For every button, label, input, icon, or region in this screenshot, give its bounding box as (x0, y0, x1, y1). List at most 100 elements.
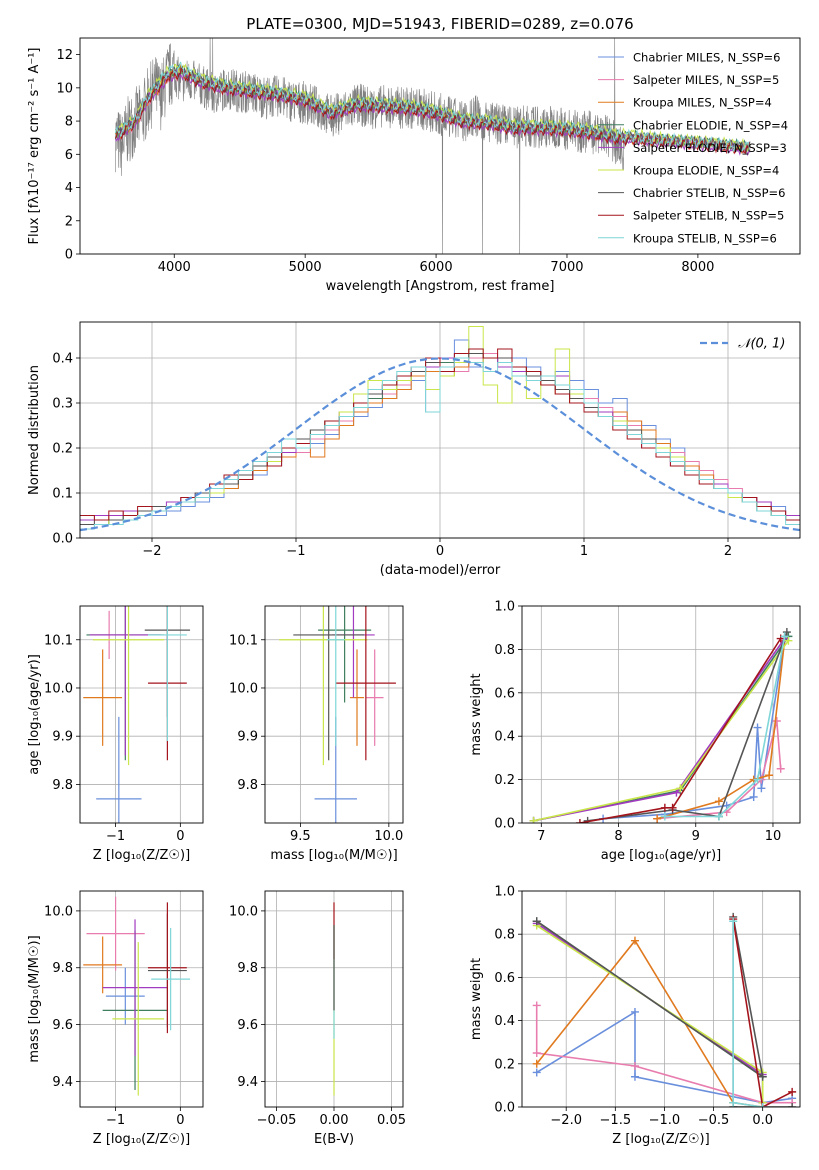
x-axis-label: wavelength [Angstrom, rest frame] (326, 279, 555, 294)
x-tick-label: 0 (436, 544, 444, 559)
plot-area (114, 38, 751, 254)
y-tick-label: 10.1 (229, 633, 258, 648)
chart-weight-vs-Z: −2.0 −1.5 −1.0 −0.5 0.0 0.0 0.2 0.4 0.6 0.8 1.0 Z [… (469, 885, 801, 1147)
mass-weight-marker (729, 1098, 738, 1107)
figure-title: PLATE=0300, MJD=51943, FIBERID=0289, z=0… (246, 15, 633, 33)
mass-weight-line (664, 636, 786, 818)
x-tick-label: 1 (580, 544, 588, 559)
y-tick-label: 6 (65, 148, 73, 163)
mass-weight-line (732, 918, 793, 1107)
x-tick-label: 0.05 (377, 1113, 406, 1128)
y-tick-label: 4 (65, 181, 73, 196)
y-tick-label: 10.0 (44, 904, 73, 919)
y-tick-label: 12 (56, 48, 73, 63)
legend-label: Salpeter ELODIE, N_SSP=3 (633, 141, 787, 155)
mass-weight-marker (776, 764, 785, 773)
mass-weight-marker (630, 1061, 639, 1070)
mass-weight-marker (653, 814, 662, 823)
y-tick-label: 9.8 (52, 961, 73, 976)
y-tick-label: 0.1 (52, 487, 73, 502)
x-tick-label: 9 (692, 829, 700, 844)
plot-area (279, 606, 396, 823)
y-tick-label: 10.0 (229, 904, 258, 919)
y-tick-label: 2 (65, 214, 73, 229)
mass-weight-marker (772, 717, 781, 726)
model-spectrum-line (114, 61, 751, 153)
y-axis-label: age [log₁₀(age/yr)] (27, 654, 42, 775)
plot-area (80, 326, 800, 532)
mass-weight-marker (532, 1049, 541, 1057)
mass-weight-marker (784, 636, 793, 645)
x-tick-label: 9.5 (290, 829, 311, 844)
y-tick-label: 0.4 (494, 1014, 515, 1029)
mass-weight-marker (788, 1087, 797, 1096)
y-tick-label: 9.6 (52, 1018, 73, 1033)
y-tick-label: 9.8 (237, 961, 258, 976)
y-tick-label: 9.4 (52, 1075, 73, 1090)
x-tick-label: 6000 (420, 260, 453, 275)
mass-weight-marker (788, 1103, 797, 1107)
x-tick-label: −1 (106, 829, 125, 844)
y-tick-label: 9.9 (52, 730, 73, 745)
y-tick-label: 0.4 (52, 352, 73, 367)
plot-area (83, 606, 191, 823)
x-axis-label: E(B-V) (314, 1132, 354, 1147)
x-axis-label: Z [log₁₀(Z/Z☉)] (93, 1132, 190, 1147)
x-tick-label: 0.0 (752, 1113, 773, 1128)
y-tick-label: 9.4 (237, 1075, 258, 1090)
y-tick-label: 9.6 (237, 1018, 258, 1033)
chart-residuals: −2 −1 0 1 2 0.0 0.1 0.2 0.3 0.4 (data-model)/error… (27, 321, 801, 578)
legend-label: Kroupa STELIB, N_SSP=6 (633, 231, 777, 245)
x-tick-label: −1 (106, 1113, 125, 1128)
mass-weight-marker (753, 775, 762, 784)
y-tick-label: 0 (65, 248, 73, 263)
x-tick-label: −1.0 (649, 1113, 681, 1128)
y-tick-label: 1.0 (494, 885, 515, 900)
y-tick-label: 0.8 (494, 928, 515, 943)
x-tick-label: 4000 (158, 260, 191, 275)
y-tick-label: 0.0 (494, 817, 515, 832)
plot-area (83, 896, 191, 1096)
legend-label: Chabrier STELIB, N_SSP=6 (633, 186, 785, 200)
chart-age-vs-mass: 9.5 10.0 9.8 9.9 10.0 10.1 mass [log₁₀(M/M☉)] (229, 605, 404, 863)
x-tick-label: 7 (537, 829, 545, 844)
x-tick-label: −0.5 (698, 1113, 730, 1128)
y-tick-label: 9.8 (237, 778, 258, 793)
mass-weight-marker (714, 797, 723, 806)
x-tick-label: 5000 (289, 260, 322, 275)
mass-weight-marker (757, 784, 766, 793)
x-tick-label: 2 (724, 544, 732, 559)
axes-frame (79, 605, 204, 824)
x-axis-label: age [log₁₀(age/yr)] (601, 848, 722, 863)
mass-weight-marker (660, 803, 669, 812)
y-tick-label: 0.2 (494, 1057, 515, 1072)
axes-frame (264, 890, 404, 1108)
chart-weight-vs-age: 7 8 9 10 0.0 0.2 0.4 0.6 0.8 1.0 age [log₁₀(age/yr… (469, 600, 801, 863)
y-axis-label: mass [log₁₀(M/M☉)] (27, 935, 42, 1062)
y-axis-label: mass weight (469, 958, 484, 1040)
y-tick-label: 0.3 (52, 397, 73, 412)
residual-histogram (80, 357, 800, 530)
chart-mass-vs-Z: −1 0 9.4 9.6 9.8 10.0 Z [log₁₀(Z/Z☉)] mass [log… (27, 890, 204, 1147)
axes-frame (521, 890, 801, 1108)
y-tick-label: 10.1 (44, 633, 73, 648)
y-axis-label: Flux [fλ10⁻¹⁷ erg cm⁻² s⁻¹ A⁻¹] (27, 48, 42, 245)
axes-frame (79, 321, 801, 539)
x-tick-label: −1 (286, 544, 305, 559)
mass-weight-marker (676, 784, 685, 793)
x-axis-label: mass [log₁₀(M/M☉)] (270, 848, 397, 863)
mass-weight-marker (532, 1068, 541, 1077)
y-axis-label: Normed distribution (27, 365, 42, 495)
plot-area (532, 912, 797, 1107)
mass-weight-marker (532, 917, 541, 926)
axes-frame (79, 37, 801, 255)
chart-mass-vs-EBV: −0.05 0.00 0.05 9.4 9.6 9.8 10.0 E(B-V) (229, 890, 406, 1147)
axes-frame (264, 605, 404, 824)
x-tick-label: −2.0 (550, 1113, 582, 1128)
legend-label: Salpeter STELIB, N_SSP=5 (633, 209, 784, 223)
x-tick-label: 7000 (550, 260, 583, 275)
y-tick-label: 0.0 (494, 1101, 515, 1116)
mass-weight-marker (630, 1007, 639, 1016)
y-tick-label: 0.2 (494, 773, 515, 788)
mass-weight-marker (668, 803, 677, 812)
